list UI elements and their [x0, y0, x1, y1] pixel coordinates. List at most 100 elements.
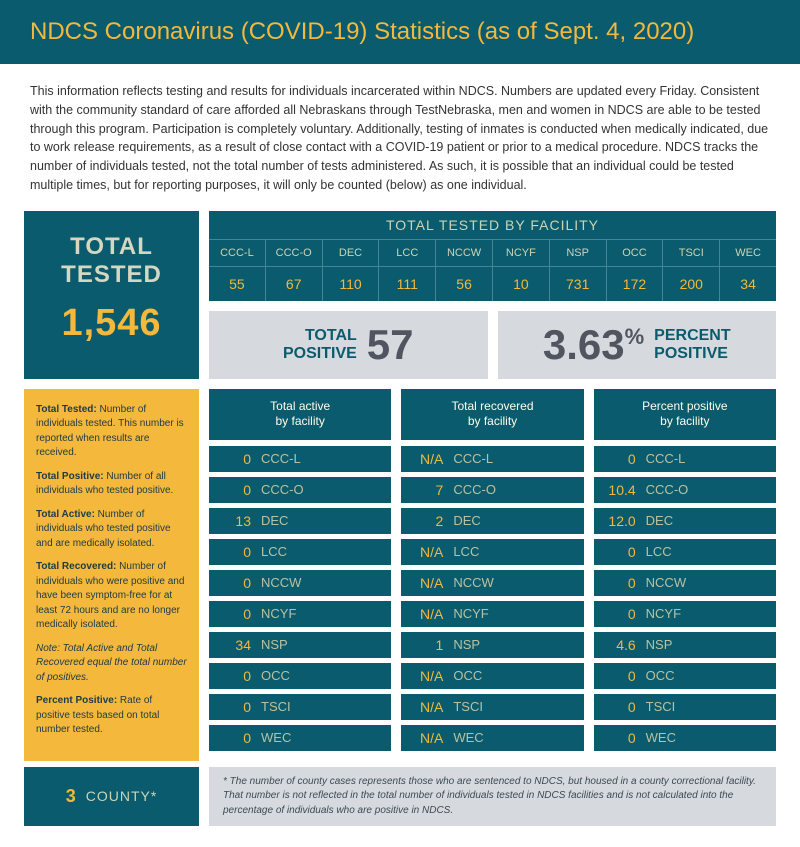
page-title: NDCS Coronavirus (COVID-19) Statistics (… [30, 18, 770, 46]
stat-facility: NSP [261, 637, 288, 652]
main-content: TOTAL TESTED 1,546 TOTAL TESTED BY FACIL… [0, 211, 800, 843]
stat-facility: OCC [261, 668, 290, 683]
top-row: TOTAL TESTED 1,546 TOTAL TESTED BY FACIL… [24, 211, 776, 379]
stat-value: 0 [594, 730, 646, 746]
pct-column: Percent positiveby facility 0CCC-L10.4CC… [594, 389, 776, 761]
stat-facility: CCC-L [261, 451, 301, 466]
stat-row: 0WEC [594, 725, 776, 751]
stat-row: 34NSP [209, 632, 391, 658]
stat-row: 0NCCW [594, 570, 776, 596]
stat-value: N/A [401, 730, 453, 746]
stat-row: N/ANCYF [401, 601, 583, 627]
definition-item: Total Positive: Number of all individual… [36, 470, 187, 499]
stat-facility: NCYF [646, 606, 681, 621]
stat-value: 1 [401, 637, 453, 653]
facility-code: DEC [323, 239, 379, 267]
facility-tested: 55 [209, 267, 265, 301]
county-row: 3 COUNTY* * The number of county cases r… [24, 767, 776, 843]
stat-facility: CCC-O [453, 482, 496, 497]
total-tested-value: 1,546 [28, 302, 195, 345]
stat-row: N/ALCC [401, 539, 583, 565]
stat-row: 0LCC [594, 539, 776, 565]
total-positive-label: TOTAL POSITIVE [283, 327, 357, 362]
facility-col: CCC-O67 [266, 239, 323, 301]
stat-facility: NCYF [453, 606, 488, 621]
facility-code: WEC [720, 239, 776, 267]
recovered-rows: N/ACCC-L7CCC-O2DECN/ALCCN/ANCCWN/ANCYF1N… [401, 446, 583, 751]
total-tested-card: TOTAL TESTED 1,546 [24, 211, 199, 379]
stat-row: 10.4CCC-O [594, 477, 776, 503]
facility-tested: 172 [607, 267, 663, 301]
page: NDCS Coronavirus (COVID-19) Statistics (… [0, 0, 800, 842]
facility-tested: 200 [663, 267, 719, 301]
stat-facility: NCCW [453, 575, 493, 590]
stat-value: 34 [209, 637, 261, 653]
facility-col: WEC34 [720, 239, 776, 301]
stat-facility: NCYF [261, 606, 296, 621]
total-tested-label-1: TOTAL [28, 233, 195, 262]
facility-code: NCCW [436, 239, 492, 267]
stat-value: 0 [594, 668, 646, 684]
definition-item: Total Active: Number of individuals who … [36, 508, 187, 552]
stat-facility: LCC [453, 544, 479, 559]
stat-facility: OCC [453, 668, 482, 683]
definition-note: Note: Total Active and Total Recovered e… [36, 642, 187, 686]
three-columns: Total activeby facility 0CCC-L0CCC-O13DE… [209, 389, 776, 761]
stat-value: 0 [594, 544, 646, 560]
facility-code: NCYF [493, 239, 549, 267]
intro-block: This information reflects testing and re… [0, 64, 800, 211]
total-positive-value: 57 [367, 321, 414, 369]
stat-facility: CCC-L [453, 451, 493, 466]
facility-tested: 34 [720, 267, 776, 301]
facility-col: CCC-L55 [209, 239, 266, 301]
facility-col: DEC110 [323, 239, 380, 301]
definition-pct: Percent Positive: Rate of positive tests… [36, 694, 187, 738]
stat-facility: OCC [646, 668, 675, 683]
stat-facility: DEC [646, 513, 673, 528]
county-card: 3 COUNTY* [24, 767, 199, 827]
stat-row: 0CCC-L [209, 446, 391, 472]
stat-value: N/A [401, 606, 453, 622]
facility-tested: 56 [436, 267, 492, 301]
stat-value: 10.4 [594, 482, 646, 498]
active-column: Total activeby facility 0CCC-L0CCC-O13DE… [209, 389, 391, 761]
stat-row: 0OCC [209, 663, 391, 689]
stat-row: 2DEC [401, 508, 583, 534]
stat-facility: LCC [646, 544, 672, 559]
stat-value: 0 [209, 482, 261, 498]
stat-row: 0NCYF [594, 601, 776, 627]
stat-row: 0CCC-L [594, 446, 776, 472]
stat-row: 7CCC-O [401, 477, 583, 503]
facility-code: CCC-L [209, 239, 265, 267]
facility-header: TOTAL TESTED BY FACILITY [209, 211, 776, 239]
stat-value: 0 [594, 606, 646, 622]
recovered-header: Total recoveredby facility [401, 389, 583, 440]
stat-facility: WEC [261, 730, 291, 745]
percent-positive-card: 3.63% PERCENT POSITIVE [498, 311, 777, 379]
stat-value: 7 [401, 482, 453, 498]
title-bar: NDCS Coronavirus (COVID-19) Statistics (… [0, 0, 800, 64]
definition-item: Total Tested: Number of individuals test… [36, 403, 187, 461]
stat-row: 0CCC-O [209, 477, 391, 503]
facility-code: NSP [550, 239, 606, 267]
facility-code: TSCI [663, 239, 719, 267]
facility-tested: 731 [550, 267, 606, 301]
facility-col: OCC172 [607, 239, 664, 301]
facility-tested: 110 [323, 267, 379, 301]
stat-row: 0LCC [209, 539, 391, 565]
stat-value: 4.6 [594, 637, 646, 653]
county-footnote: * The number of county cases represents … [209, 767, 776, 827]
facility-col: LCC111 [379, 239, 436, 301]
stat-value: 0 [594, 699, 646, 715]
stat-row: 12.0DEC [594, 508, 776, 534]
stat-row: 4.6NSP [594, 632, 776, 658]
county-value: 3 [66, 786, 76, 807]
stat-facility: CCC-L [646, 451, 686, 466]
stat-row: 1NSP [401, 632, 583, 658]
stat-value: N/A [401, 544, 453, 560]
stat-facility: NCCW [646, 575, 686, 590]
stat-facility: DEC [261, 513, 288, 528]
facility-code: CCC-O [266, 239, 322, 267]
percent-positive-label: PERCENT POSITIVE [654, 327, 730, 362]
lower-row: Total Tested: Number of individuals test… [24, 389, 776, 761]
